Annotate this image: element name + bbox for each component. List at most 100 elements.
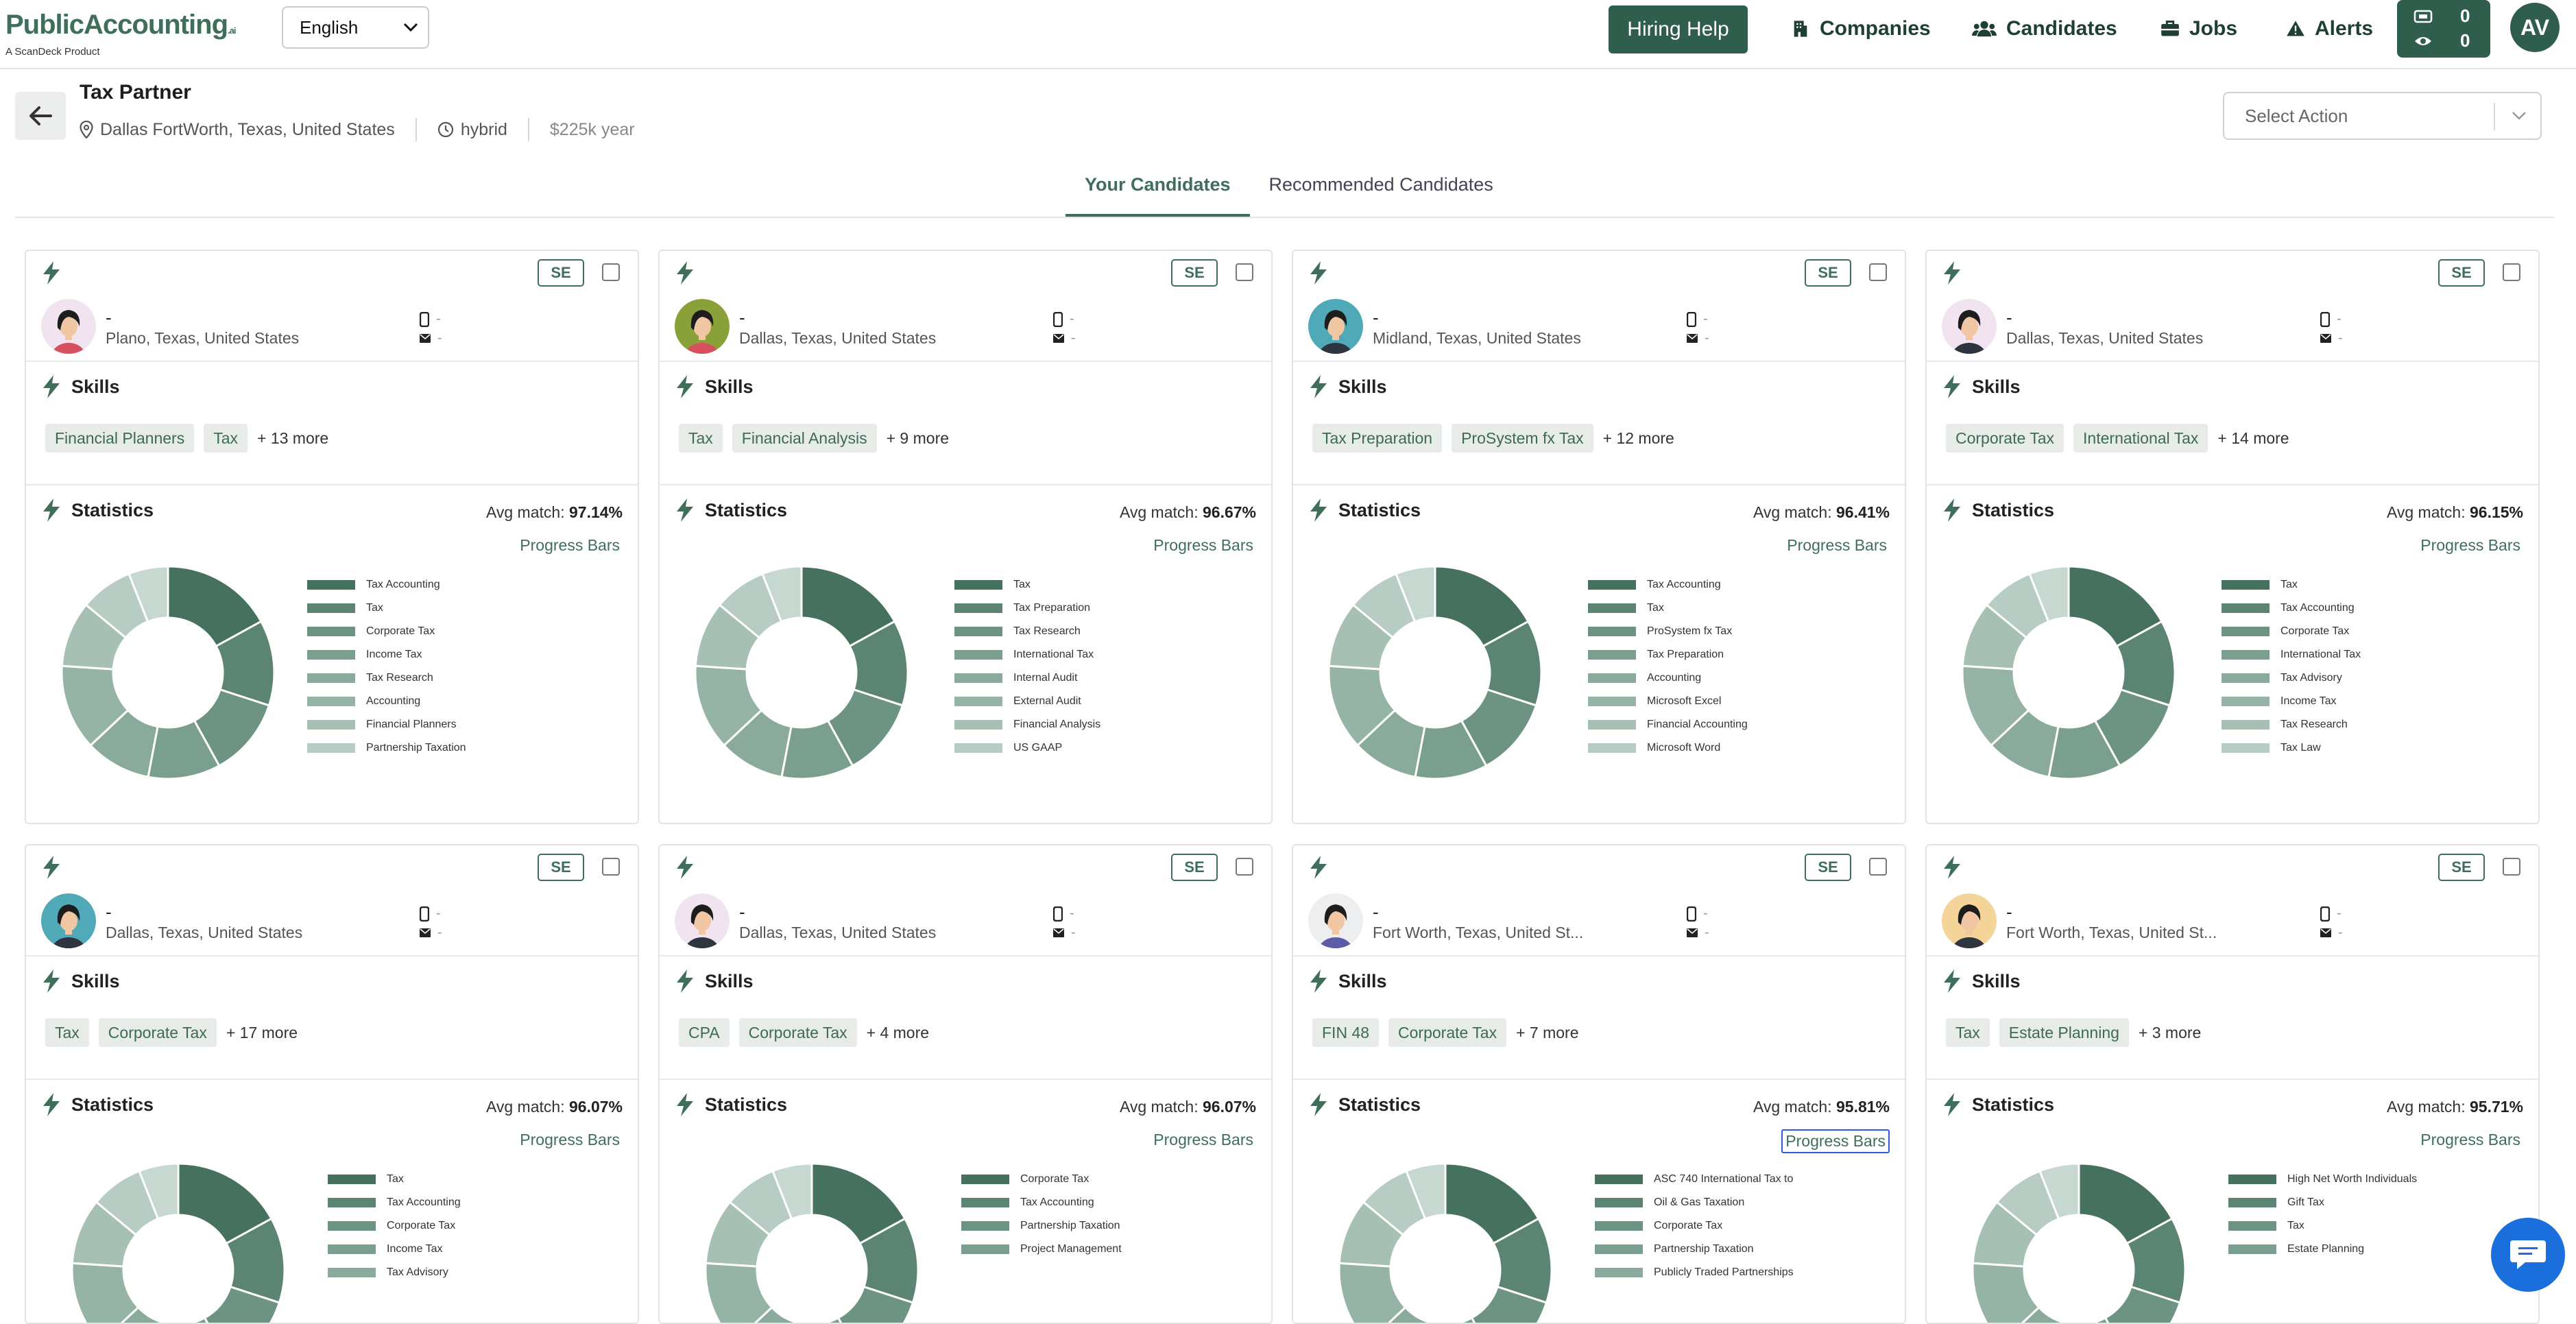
se-badge[interactable]: SE xyxy=(2438,259,2485,287)
phone-value: - xyxy=(436,906,441,921)
candidate-card[interactable]: SE - Fort Worth, Texas, United St... - xyxy=(1292,844,1906,1324)
nav-companies[interactable]: Companies xyxy=(1791,15,1931,43)
card-header: SE xyxy=(1293,251,1905,292)
phone-icon xyxy=(1053,906,1063,922)
candidate-card[interactable]: SE - Dallas, Texas, United States - xyxy=(658,844,1273,1324)
candidate-card[interactable]: SE - Dallas, Texas, United States - xyxy=(1925,250,2540,824)
statistics-section: Statistics Avg match: 97.14% Progress Ba… xyxy=(26,485,638,780)
legend-swatch xyxy=(307,603,355,613)
legend-item: Tax xyxy=(2228,1214,2417,1238)
progress-bars-link[interactable]: Progress Bars xyxy=(2420,536,2520,554)
legend-label: Income Tax xyxy=(2280,695,2337,707)
candidate-name[interactable]: - xyxy=(739,307,745,328)
avg-match: Avg match: 96.67% xyxy=(1120,503,1256,522)
skills-heading: Skills xyxy=(41,374,120,399)
select-candidate-checkbox[interactable] xyxy=(602,263,620,281)
select-candidate-checkbox[interactable] xyxy=(1869,263,1887,281)
more-skills-link[interactable]: + 4 more xyxy=(866,1023,930,1042)
candidate-name[interactable]: - xyxy=(2006,307,2012,328)
candidate-name[interactable]: - xyxy=(739,902,745,922)
tab-your-candidates[interactable]: Your Candidates xyxy=(1066,169,1250,217)
legend-label: Corporate Tax xyxy=(366,625,435,637)
more-skills-link[interactable]: + 17 more xyxy=(226,1023,298,1042)
candidate-name[interactable]: - xyxy=(2006,902,2012,922)
phone-row: - xyxy=(2320,906,2342,922)
se-badge[interactable]: SE xyxy=(1171,854,1218,881)
select-action-dropdown[interactable]: Select Action xyxy=(2223,92,2542,140)
candidate-name[interactable]: - xyxy=(106,902,112,922)
progress-bars-link[interactable]: Progress Bars xyxy=(2420,1131,2520,1148)
legend-label: ASC 740 International Tax to xyxy=(1654,1173,1794,1185)
candidate-location: Dallas, Texas, United States xyxy=(739,329,937,347)
progress-bars-link[interactable]: Progress Bars xyxy=(1153,536,1253,554)
legend-swatch xyxy=(954,673,1002,683)
nav-alerts[interactable]: Alerts xyxy=(2286,15,2373,43)
candidate-location: Fort Worth, Texas, United St... xyxy=(2006,924,2217,941)
candidate-card[interactable]: SE - Plano, Texas, United States - xyxy=(25,250,639,824)
avatar xyxy=(675,893,730,948)
more-skills-link[interactable]: + 7 more xyxy=(1516,1023,1579,1042)
more-skills-link[interactable]: + 14 more xyxy=(2217,429,2289,447)
se-badge[interactable]: SE xyxy=(1805,259,1851,287)
candidate-profile: - Fort Worth, Texas, United St... - - xyxy=(1293,887,1905,956)
card-header: SE xyxy=(1927,251,2538,292)
se-badge[interactable]: SE xyxy=(1171,259,1218,287)
logo[interactable]: PublicAccounting.ai A ScanDeck Product xyxy=(5,10,237,58)
progress-bars-link[interactable]: Progress Bars xyxy=(520,1131,620,1148)
bolt-icon xyxy=(1310,856,1327,879)
candidate-name[interactable]: - xyxy=(1373,307,1379,328)
se-badge[interactable]: SE xyxy=(2438,854,2485,881)
candidate-name[interactable]: - xyxy=(1373,902,1379,922)
progress-bars-link[interactable]: Progress Bars xyxy=(1787,536,1887,554)
select-candidate-checkbox[interactable] xyxy=(2503,263,2520,281)
skill-chips: CPA Corporate Tax + 4 more xyxy=(679,1018,929,1047)
candidate-card[interactable]: SE - Dallas, Texas, United States - xyxy=(25,844,639,1324)
skill-chips: Tax Estate Planning + 3 more xyxy=(1946,1018,2201,1047)
progress-bars-link[interactable]: Progress Bars xyxy=(520,536,620,554)
select-candidate-checkbox[interactable] xyxy=(2503,858,2520,876)
legend-label: Tax Research xyxy=(366,672,433,684)
progress-bars-link[interactable]: Progress Bars xyxy=(1153,1131,1253,1148)
candidate-name[interactable]: - xyxy=(106,307,112,328)
select-candidate-checkbox[interactable] xyxy=(1869,858,1887,876)
chat-button[interactable] xyxy=(2491,1218,2565,1292)
progress-bars-link[interactable]: Progress Bars xyxy=(1781,1129,1890,1153)
counter-row-bottom: 0 xyxy=(2414,30,2482,51)
phone-row: - xyxy=(2320,311,2342,327)
nav-jobs[interactable]: Jobs xyxy=(2160,15,2237,43)
tab-recommended-candidates[interactable]: Recommended Candidates xyxy=(1268,174,1493,195)
skill-chip: CPA xyxy=(679,1018,730,1047)
legend-label: Corporate Tax xyxy=(387,1220,456,1231)
email-value: - xyxy=(437,330,442,346)
select-candidate-checkbox[interactable] xyxy=(1236,263,1253,281)
hiring-help-button[interactable]: Hiring Help xyxy=(1609,5,1748,53)
candidate-card[interactable]: SE - Dallas, Texas, United States - xyxy=(658,250,1273,824)
email-row: - xyxy=(420,330,442,346)
legend-swatch xyxy=(307,697,355,706)
user-avatar[interactable]: AV xyxy=(2510,3,2560,52)
candidate-card[interactable]: SE - Midland, Texas, United States - xyxy=(1292,250,1906,824)
candidate-card[interactable]: SE - Fort Worth, Texas, United St... - xyxy=(1925,844,2540,1324)
skills-section: Skills Financial Planners Tax + 13 more xyxy=(26,362,638,485)
nav-candidates[interactable]: Candidates xyxy=(1972,15,2117,43)
avg-match: Avg match: 95.71% xyxy=(2387,1098,2523,1116)
more-skills-link[interactable]: + 3 more xyxy=(2138,1023,2202,1042)
more-skills-link[interactable]: + 9 more xyxy=(886,429,950,447)
statistics-title: Statistics xyxy=(705,1094,788,1115)
legend-label: Tax xyxy=(2287,1220,2304,1231)
select-candidate-checkbox[interactable] xyxy=(602,858,620,876)
more-skills-link[interactable]: + 12 more xyxy=(1602,429,1674,447)
legend-swatch xyxy=(307,743,355,753)
logo-subtitle: A ScanDeck Product xyxy=(5,46,100,58)
credits-counter[interactable]: 0 0 xyxy=(2397,0,2490,58)
se-badge[interactable]: SE xyxy=(1805,854,1851,881)
select-candidate-checkbox[interactable] xyxy=(1236,858,1253,876)
language-select[interactable]: English xyxy=(282,6,429,49)
legend-label: Tax Law xyxy=(2280,742,2321,754)
se-badge[interactable]: SE xyxy=(538,259,584,287)
back-button[interactable] xyxy=(15,92,66,140)
legend-swatch xyxy=(328,1268,376,1277)
more-skills-link[interactable]: + 13 more xyxy=(257,429,329,447)
legend-swatch xyxy=(2228,1198,2276,1207)
se-badge[interactable]: SE xyxy=(538,854,584,881)
